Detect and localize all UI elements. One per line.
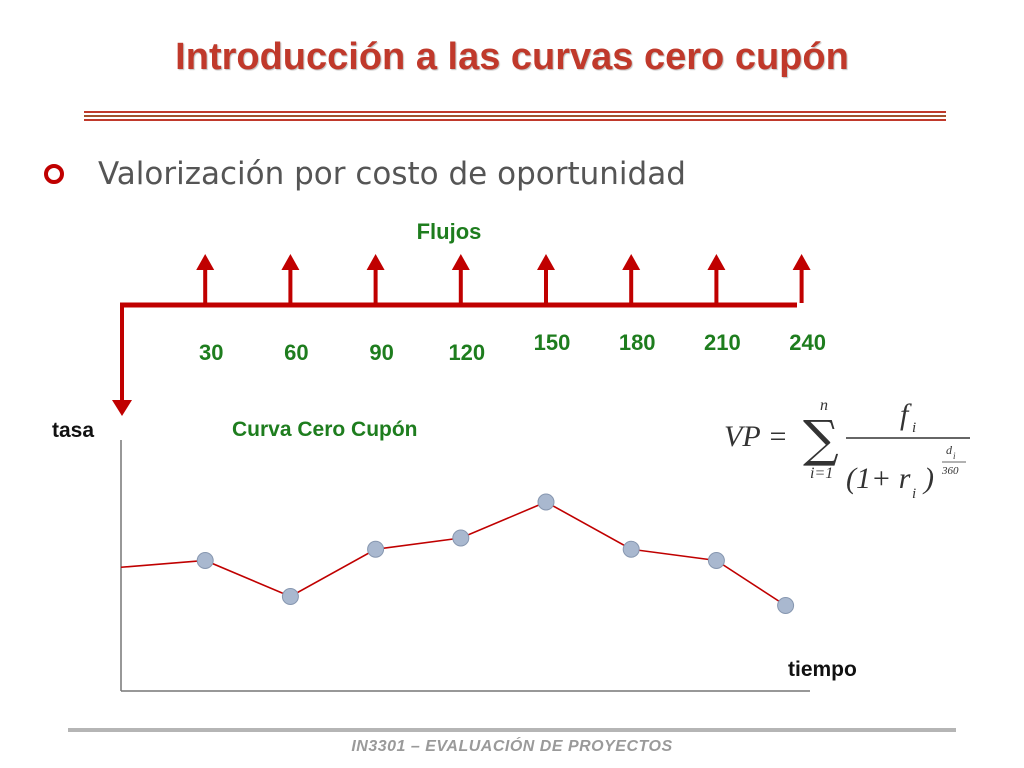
curve-points	[196, 493, 795, 614]
curve-point-60	[281, 588, 299, 605]
formula-sum-bottom: i=1	[810, 465, 833, 482]
formula-sum-top: n	[820, 397, 828, 414]
bullet-text: Valorización por costo de oportunidad	[98, 156, 686, 192]
footer-text: IN3301 – EVALUACIÓN DE PROYECTOS	[351, 738, 673, 755]
flow-arrow-head-30	[196, 254, 215, 270]
curve-label: Curva Cero Cupón	[232, 418, 418, 441]
flow-day-label-30: 30	[199, 340, 223, 365]
initial-outflow-arrow-head	[112, 400, 132, 416]
curve-point-180	[622, 540, 640, 558]
flow-day-label-90: 90	[369, 340, 393, 365]
flow-arrow-head-60	[281, 254, 300, 270]
flow-labels: 30 60 90 120 150 180 210 240	[199, 330, 826, 365]
bullet-item: Valorización por costo de oportunidad	[44, 152, 686, 196]
bullet-circle-icon	[44, 164, 64, 184]
zero-coupon-curve-line	[120, 501, 787, 607]
curve-point-90	[367, 540, 385, 558]
formula-sigma-icon: ∑	[803, 410, 839, 468]
flow-arrows	[196, 254, 811, 303]
formula-denominator-sub: i	[912, 486, 916, 502]
flow-day-label-150: 150	[534, 330, 571, 355]
flow-day-label-210: 210	[704, 330, 741, 355]
present-value-formula: VP = n ∑ i=1 f i (1+ r i ) d i 360	[724, 397, 970, 502]
x-axis-label: tiempo	[788, 658, 857, 681]
flow-day-label-120: 120	[448, 340, 485, 365]
flow-arrow-head-210	[707, 254, 726, 270]
formula-exp-top: d	[946, 443, 953, 457]
flow-day-label-240: 240	[789, 330, 826, 355]
curve-point-120	[452, 529, 470, 547]
page-title: Introducción a las curvas cero cupón	[175, 36, 849, 78]
flow-day-label-180: 180	[619, 330, 656, 355]
flows-label: Flujos	[417, 219, 482, 244]
footer-divider	[68, 728, 956, 732]
flow-day-label-60: 60	[284, 340, 308, 365]
curve-point-30	[196, 552, 214, 569]
curve-point-240	[777, 597, 795, 614]
formula-exp-bottom: 360	[941, 465, 959, 477]
flow-arrow-head-240	[792, 254, 811, 270]
formula-numerator-sub: i	[912, 420, 916, 436]
formula-exp-top-sub: i	[953, 451, 956, 461]
flow-arrow-head-90	[366, 254, 385, 270]
curve-point-210	[707, 552, 725, 569]
title-divider	[84, 111, 946, 121]
formula-denominator-close: )	[922, 462, 934, 495]
y-axis-label: tasa	[52, 419, 94, 442]
flow-arrow-head-150	[537, 254, 555, 270]
formula-denominator-open: (1+ r	[846, 462, 911, 495]
curve-point-150	[537, 493, 555, 511]
formula-lhs: VP =	[724, 420, 788, 453]
flow-arrow-head-120	[451, 254, 470, 270]
flow-arrow-head-180	[622, 254, 641, 270]
formula-numerator: f	[900, 398, 912, 431]
